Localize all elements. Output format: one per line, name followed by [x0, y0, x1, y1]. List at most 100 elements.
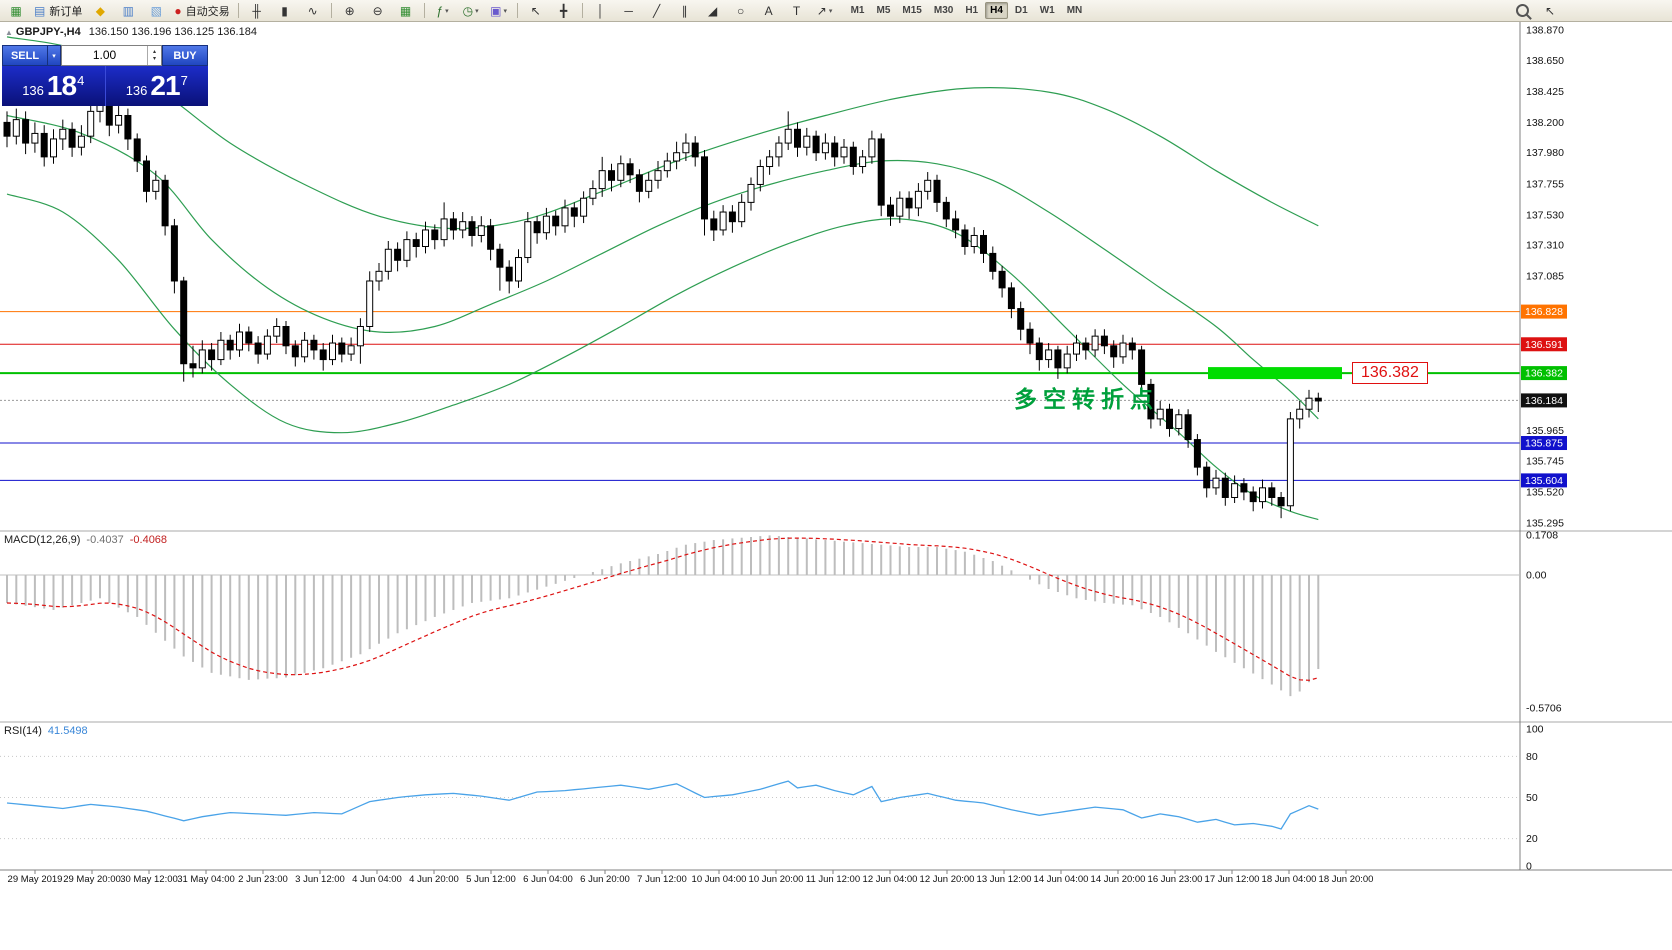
- cursor-button[interactable]: ↖: [523, 1, 549, 21]
- horizontal-line-button[interactable]: ─: [616, 1, 642, 21]
- sell-dropdown-icon[interactable]: ▾: [48, 45, 61, 66]
- navigator-icon: ▧: [150, 3, 163, 18]
- candle-body: [1203, 466, 1211, 489]
- channel-button[interactable]: ∥: [672, 1, 698, 21]
- tile-windows-button[interactable]: ▦: [393, 1, 419, 21]
- stepper-down-icon[interactable]: ▾: [152, 55, 156, 62]
- bollinger-lower-band: [6, 193, 1319, 521]
- tile-windows-icon: ▦: [399, 3, 412, 18]
- macd-signal-line: [6, 537, 1319, 681]
- macd-axis-label: 0.1708: [1526, 530, 1558, 542]
- bar-chart-button[interactable]: ╫: [244, 1, 270, 21]
- candle-body: [356, 325, 364, 347]
- macd-value-1: -0.4037: [86, 534, 124, 546]
- metaeditor-button[interactable]: ◆: [87, 1, 113, 21]
- candle-body: [542, 215, 550, 234]
- candle-body: [1296, 408, 1304, 420]
- shapes-button[interactable]: ○: [728, 1, 754, 21]
- timeframe-h4[interactable]: H4: [985, 2, 1008, 19]
- candle-body: [1221, 477, 1229, 498]
- price-callout-label[interactable]: 136.382: [1352, 362, 1428, 384]
- new-order-button[interactable]: ▤ 新订单: [31, 1, 85, 21]
- periods-button[interactable]: ◷ ▾: [458, 1, 484, 21]
- pointer-button[interactable]: ↖: [1537, 1, 1563, 21]
- frame-layer: [0, 22, 1672, 871]
- search-button[interactable]: [1509, 1, 1535, 21]
- arrows-button[interactable]: ↗ ▾: [812, 1, 838, 21]
- candle-body: [1035, 342, 1043, 361]
- timeframe-m5[interactable]: M5: [876, 5, 891, 16]
- candle-body: [115, 114, 123, 126]
- zoom-out-button[interactable]: ⊖: [365, 1, 391, 21]
- candle-body: [524, 221, 532, 259]
- candle-body: [1147, 383, 1155, 420]
- candle-body: [989, 252, 997, 272]
- new-order-icon: ▤: [34, 3, 46, 18]
- metaeditor-icon: ◆: [95, 3, 105, 18]
- highlight-layer: [1208, 367, 1342, 380]
- line-chart-button[interactable]: ∿: [300, 1, 326, 21]
- candle-body: [1231, 483, 1239, 498]
- volume-stepper[interactable]: ▴ ▾: [147, 46, 161, 65]
- ohlc-values: 136.150 136.196 136.125 136.184: [88, 26, 257, 38]
- timeframe-w1[interactable]: W1: [1039, 5, 1055, 16]
- market-watch-button[interactable]: ▥: [115, 1, 141, 21]
- candle-body: [59, 128, 67, 140]
- sell-price[interactable]: 136 18 4: [2, 66, 106, 106]
- candle-body: [170, 225, 178, 282]
- horizontal-line-icon: ─: [624, 3, 633, 18]
- timeframe-h1[interactable]: H1: [965, 5, 979, 16]
- templates-button[interactable]: ▣ ▾: [486, 1, 512, 21]
- candle-body: [477, 225, 485, 236]
- timeframe-m15[interactable]: M15: [902, 5, 922, 16]
- bollinger-middle-band: [6, 114, 1319, 420]
- time-axis-label: 12 Jun 04:00: [863, 874, 918, 885]
- timeframe-m1[interactable]: M1: [850, 5, 865, 16]
- buy-price[interactable]: 136 21 7: [106, 66, 209, 106]
- candle-body: [68, 128, 76, 148]
- volume-field[interactable]: 1.00 ▴ ▾: [61, 45, 162, 66]
- label-button[interactable]: T: [784, 1, 810, 21]
- candle-body: [1156, 408, 1164, 420]
- indicators-button[interactable]: ƒ ▾: [430, 1, 456, 21]
- candle-body: [1017, 308, 1025, 330]
- indicators-icon: ƒ: [436, 3, 444, 18]
- toolbar-separator: [423, 3, 425, 18]
- sell-button[interactable]: SELL: [2, 45, 48, 66]
- chart-annotation-text: 多空转折点: [1014, 386, 1159, 412]
- candle-body: [645, 179, 653, 192]
- rsi-indicator-label: RSI(14) 41.5498: [4, 725, 88, 737]
- candle-body: [747, 183, 755, 203]
- candle-body: [375, 270, 383, 282]
- new-chart-button[interactable]: ▦: [3, 1, 29, 21]
- candlestick-button[interactable]: ▮: [272, 1, 298, 21]
- stepper-up-icon[interactable]: ▴: [152, 48, 156, 55]
- timeframe-mn[interactable]: MN: [1066, 5, 1083, 16]
- candle-body: [440, 218, 448, 241]
- text-button[interactable]: A: [756, 1, 782, 21]
- candle-body: [468, 221, 476, 236]
- autotrading-button[interactable]: ● 自动交易: [171, 1, 232, 21]
- vertical-line-button[interactable]: │: [588, 1, 614, 21]
- time-axis-label: 16 Jun 23:00: [1148, 874, 1203, 885]
- fibonacci-button[interactable]: ◢: [700, 1, 726, 21]
- volume-value[interactable]: 1.00: [92, 48, 117, 62]
- macd-layer: [0, 535, 1520, 697]
- trendline-button[interactable]: ╱: [644, 1, 670, 21]
- time-axis-label: 7 Jun 12:00: [637, 874, 687, 885]
- zoom-in-button[interactable]: ⊕: [337, 1, 363, 21]
- text-icon: A: [764, 3, 773, 18]
- buy-button[interactable]: BUY: [162, 45, 208, 66]
- time-axis-label: 10 Jun 04:00: [692, 874, 747, 885]
- navigator-button[interactable]: ▧: [143, 1, 169, 21]
- price-tag-bg: [1521, 304, 1567, 319]
- candle-body: [1073, 342, 1080, 355]
- candle-body: [1128, 342, 1136, 351]
- crosshair-button[interactable]: ╋: [551, 1, 577, 21]
- timeframe-d1[interactable]: D1: [1014, 5, 1028, 16]
- candle-body: [1100, 335, 1108, 347]
- candle-body: [347, 345, 355, 355]
- timeframe-m30[interactable]: M30: [933, 5, 954, 16]
